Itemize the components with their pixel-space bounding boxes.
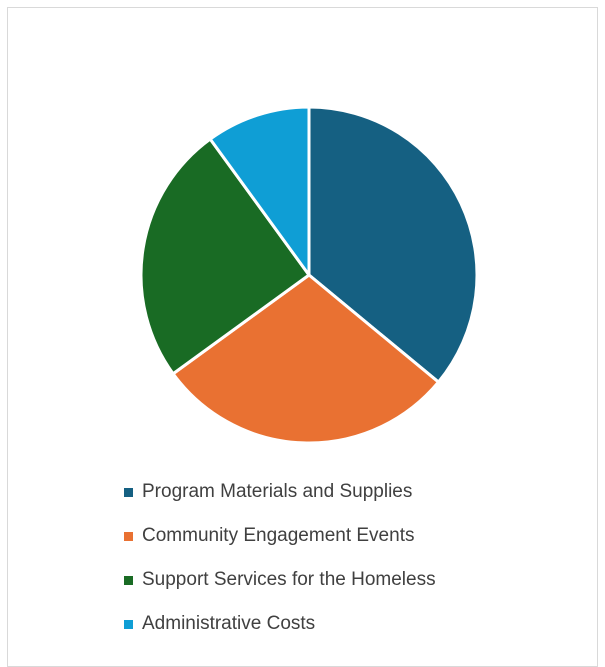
legend-label: Support Services for the Homeless bbox=[142, 569, 436, 590]
pie-slice-1 bbox=[307, 105, 479, 384]
pie-slices bbox=[139, 105, 479, 445]
legend-label: Administrative Costs bbox=[142, 613, 316, 634]
legend-label: Program Materials and Supplies bbox=[142, 481, 413, 502]
legend-item: Program Materials and Supplies bbox=[124, 481, 436, 503]
legend-label: Community Engagement Events bbox=[142, 525, 415, 546]
legend-swatch bbox=[124, 531, 133, 541]
pie-slice-4 bbox=[208, 105, 311, 277]
legend-item: Community Engagement Events bbox=[124, 525, 436, 547]
legend: Program Materials and Supplies Community … bbox=[124, 481, 436, 657]
pie-slice-2 bbox=[171, 273, 440, 445]
legend-swatch bbox=[124, 575, 133, 585]
legend-item: Support Services for the Homeless bbox=[124, 569, 436, 591]
legend-swatch bbox=[124, 487, 133, 497]
legend-item: Administrative Costs bbox=[124, 613, 436, 635]
legend-swatch bbox=[124, 619, 133, 629]
pie-slice-3 bbox=[139, 137, 311, 376]
